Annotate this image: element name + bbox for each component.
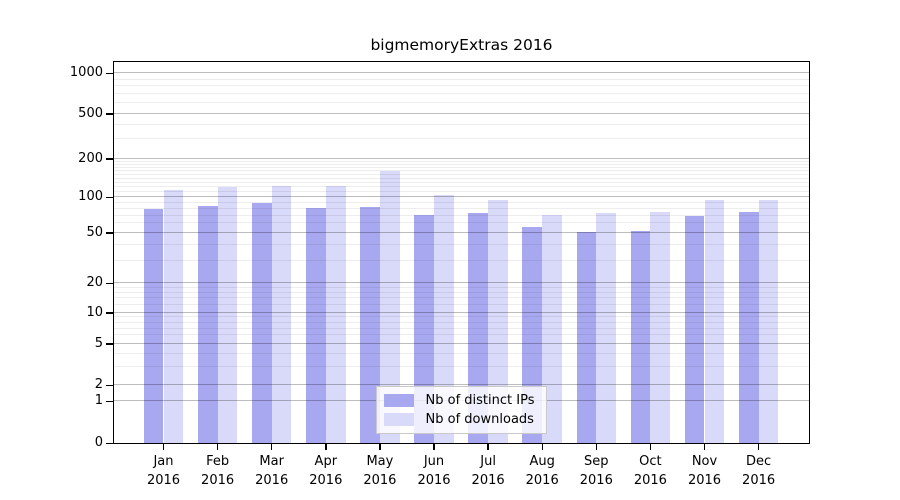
bar-nb-of-distinct-ips-nov — [684, 216, 705, 443]
x-tick-label-feb: Feb 2016 — [201, 454, 235, 488]
x-tick-label-jun: Jun 2016 — [417, 454, 451, 488]
bar-nb-of-downloads-mar — [271, 185, 292, 443]
y-tick-200 — [106, 158, 113, 160]
x-tick-oct — [649, 444, 652, 450]
x-tick-jul — [487, 444, 489, 450]
bars-layer — [114, 62, 809, 443]
y-tick-5 — [106, 343, 113, 345]
bar-nb-of-downloads-may — [379, 171, 400, 443]
bar-nb-of-downloads-apr — [325, 185, 346, 443]
y-tick-label-20: 20 — [86, 275, 103, 290]
y-tick-label-50: 50 — [86, 224, 103, 240]
bar-nb-of-downloads-sep — [596, 213, 617, 443]
bar-nb-of-downloads-oct — [650, 212, 671, 443]
bar-nb-of-distinct-ips-jul — [468, 213, 489, 443]
bar-nb-of-downloads-jul — [488, 199, 508, 443]
legend-label-downloads: Nb of downloads — [425, 412, 534, 427]
bar-nb-of-distinct-ips-oct — [630, 230, 651, 443]
y-tick-20 — [106, 282, 113, 284]
x-tick-mar — [270, 444, 273, 450]
x-tick-sep — [595, 444, 597, 450]
bar-nb-of-distinct-ips-jan — [143, 208, 164, 443]
x-tick-feb — [216, 444, 219, 450]
legend-swatch-distinct-ips — [383, 394, 414, 407]
y-tick-0 — [106, 442, 113, 444]
chart-title: bigmemoryExtras 2016 — [370, 36, 553, 54]
x-tick-apr — [325, 444, 327, 450]
y-tick-label-0: 0 — [94, 435, 103, 450]
y-tick-label-1: 1 — [94, 393, 103, 409]
x-tick-label-jan: Jan 2016 — [146, 454, 181, 488]
x-tick-nov — [703, 444, 706, 450]
bar-nb-of-distinct-ips-may — [360, 207, 380, 443]
legend-item-downloads: Nb of downloads — [383, 411, 535, 428]
bar-nb-of-downloads-nov — [704, 199, 725, 443]
legend-label-distinct-ips: Nb of distinct IPs — [425, 393, 535, 408]
bar-nb-of-distinct-ips-sep — [576, 231, 597, 443]
x-tick-jun — [433, 444, 435, 450]
bar-nb-of-distinct-ips-feb — [197, 206, 218, 443]
x-tick-label-apr: Apr 2016 — [309, 454, 343, 488]
y-tick-label-500: 500 — [78, 105, 103, 121]
bar-nb-of-downloads-feb — [217, 187, 238, 443]
y-tick-500 — [106, 113, 113, 115]
x-tick-label-jul: Jul 2016 — [471, 454, 505, 488]
y-tick-label-100: 100 — [78, 189, 103, 205]
y-tick-50 — [106, 232, 113, 234]
bar-nb-of-downloads-jun — [434, 194, 454, 443]
x-tick-label-dec: Dec 2016 — [742, 454, 776, 488]
x-tick-dec — [757, 444, 760, 450]
x-tick-label-oct: Oct 2016 — [633, 454, 667, 488]
x-tick-label-may: May 2016 — [363, 454, 397, 488]
x-tick-label-nov: Nov 2016 — [687, 454, 722, 488]
legend: Nb of distinct IPs Nb of downloads — [375, 386, 548, 434]
bar-nb-of-distinct-ips-jun — [414, 214, 434, 443]
x-tick-label-sep: Sep 2016 — [579, 454, 613, 488]
y-tick-10 — [106, 312, 113, 314]
x-tick-aug — [541, 444, 543, 450]
x-tick-label-aug: Aug 2016 — [525, 454, 559, 488]
y-tick-2 — [106, 384, 113, 387]
bar-nb-of-distinct-ips-mar — [251, 203, 272, 443]
bar-nb-of-downloads-jan — [163, 189, 184, 443]
bar-nb-of-distinct-ips-dec — [738, 212, 759, 443]
x-tick-label-mar: Mar 2016 — [255, 454, 289, 488]
y-tick-1 — [106, 400, 113, 403]
bar-nb-of-downloads-aug — [542, 214, 562, 443]
x-tick-may — [379, 444, 381, 450]
y-tick-100 — [106, 196, 113, 199]
y-tick-label-2: 2 — [94, 377, 103, 393]
bar-nb-of-distinct-ips-apr — [306, 208, 326, 443]
plot-area: Nb of distinct IPs Nb of downloads — [113, 61, 810, 444]
x-tick-jan — [162, 444, 165, 450]
y-tick-label-1000: 1000 — [69, 65, 103, 81]
y-tick-label-10: 10 — [86, 304, 103, 320]
y-tick-label-5: 5 — [94, 335, 103, 351]
legend-item-distinct-ips: Nb of distinct IPs — [383, 392, 535, 409]
bar-nb-of-downloads-dec — [758, 200, 779, 443]
y-tick-label-200: 200 — [78, 150, 103, 166]
legend-swatch-downloads — [383, 413, 414, 426]
y-tick-1000 — [106, 72, 113, 75]
